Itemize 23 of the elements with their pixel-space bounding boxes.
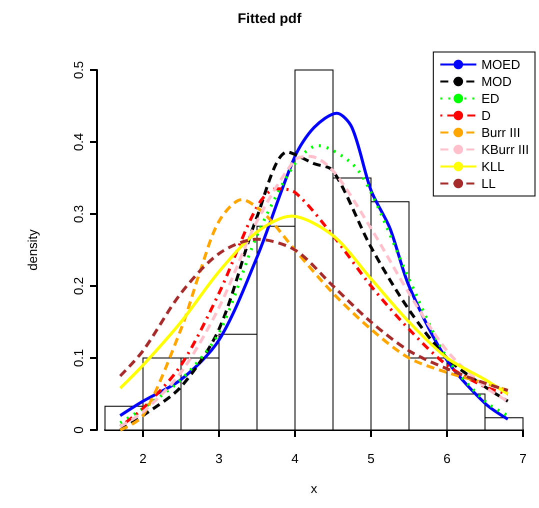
- x-tick-label: 2: [139, 451, 147, 466]
- x-tick-label: 5: [367, 451, 375, 466]
- y-tick-label: 0.3: [71, 204, 86, 224]
- chart-title: Fitted pdf: [238, 10, 302, 26]
- y-tick-label: 0.2: [71, 276, 86, 296]
- legend-label: KBurr III: [481, 142, 530, 157]
- legend-label: Burr III: [481, 125, 520, 140]
- legend-label: KLL: [481, 159, 504, 174]
- x-axis-title: x: [310, 481, 318, 496]
- x-tick-label: 3: [215, 451, 223, 466]
- legend-label: MOD: [481, 74, 512, 89]
- y-axis-title: density: [25, 228, 40, 271]
- y-tick-label: 0.5: [71, 60, 86, 80]
- y-tick-label: 0.4: [71, 132, 86, 152]
- legend-label: LL: [481, 176, 496, 191]
- legend-label: MOED: [481, 57, 520, 72]
- y-tick-label: 0.1: [71, 348, 86, 368]
- x-tick-label: 6: [443, 451, 451, 466]
- x-tick-label: 4: [291, 451, 299, 466]
- legend-label: D: [481, 108, 491, 123]
- legend-label: ED: [481, 91, 500, 106]
- x-tick-label: 7: [519, 451, 527, 466]
- y-tick-label: 0: [71, 426, 86, 434]
